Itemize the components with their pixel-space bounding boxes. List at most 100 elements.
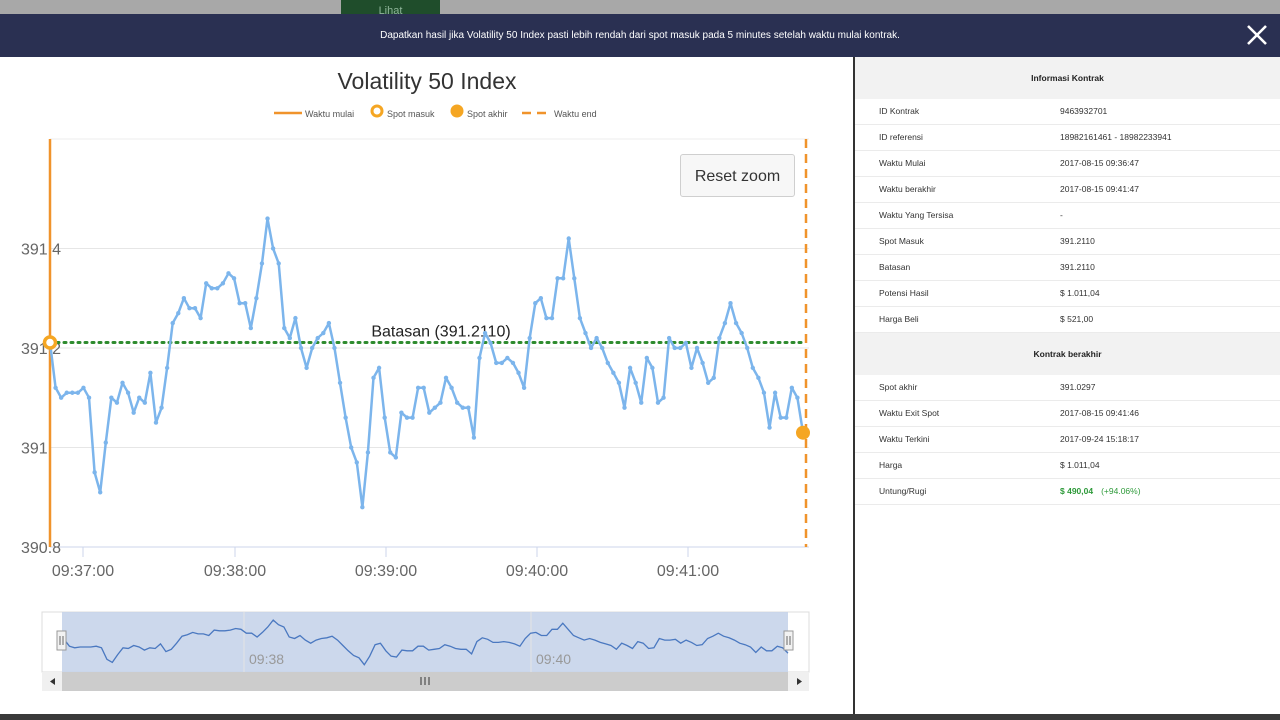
row-value: 2017-08-15 09:36:47: [1060, 158, 1139, 168]
table-row: Spot akhir 391.0297: [855, 375, 1280, 401]
navigator-right-handle[interactable]: [783, 630, 794, 651]
series-point: [103, 440, 108, 445]
series-point: [789, 385, 795, 390]
legend-label: Waktu end: [554, 109, 597, 119]
series-point: [421, 385, 426, 390]
legend-item-entry-spot[interactable]: Spot masuk: [370, 104, 435, 119]
modal-header: Dapatkan hasil jika Volatility 50 Index …: [0, 14, 1280, 57]
series-point: [276, 261, 281, 266]
background-strip: [0, 0, 1280, 14]
row-value: 391.0297: [1060, 382, 1096, 392]
row-label: Batasan: [879, 262, 911, 272]
series-point: [321, 330, 326, 336]
series-point: [494, 360, 499, 366]
navigator[interactable]: 09:38 09:40: [41, 611, 810, 691]
section-title-contract-ended: Kontrak berakhir: [855, 333, 1280, 375]
row-value: $ 490,04 (+94.06%): [1060, 479, 1141, 504]
dot-icon: [450, 104, 464, 118]
series-point: [471, 435, 477, 440]
series-point: [454, 400, 460, 405]
contract-info-table: ID Kontrak 9463932701 ID referensi 18982161…: [855, 99, 1280, 333]
series-point: [415, 385, 421, 390]
series-point: [309, 345, 315, 351]
x-tick-label: 09:40:00: [506, 563, 568, 580]
series-point: [689, 365, 694, 371]
row-label: Harga: [879, 460, 903, 470]
legend-item-end-time[interactable]: Waktu end: [522, 109, 597, 119]
x-tick-label: 09:39:00: [355, 563, 417, 580]
series-point: [376, 365, 382, 371]
table-row: ID referensi 18982161461 - 18982233941: [855, 125, 1280, 151]
row-label: Waktu Terkini: [879, 434, 930, 444]
series-point: [733, 320, 739, 326]
series-point: [622, 405, 627, 410]
row-value: $ 1.011,04: [1060, 460, 1100, 470]
navigator-left-handle[interactable]: [56, 630, 67, 651]
legend-item-start-time[interactable]: Waktu mulai: [274, 109, 354, 119]
series-point: [64, 390, 69, 395]
row-label: ID Kontrak: [879, 106, 920, 116]
row-value: 2017-09-24 15:18:17: [1060, 434, 1139, 444]
series-point: [722, 320, 728, 326]
series-point: [164, 365, 170, 371]
table-row: Waktu Yang Tersisa -: [855, 203, 1280, 229]
series-point: [639, 400, 644, 405]
legend-label: Spot masuk: [387, 109, 435, 119]
series-point: [627, 365, 633, 371]
series-point: [427, 410, 432, 415]
series-point: [382, 415, 387, 420]
series-point: [655, 400, 661, 405]
row-label: Waktu Mulai: [879, 158, 926, 168]
chart-legend: Waktu mulai Spot masuk Spot akhir Waktu …: [274, 104, 597, 120]
series-point: [594, 335, 599, 341]
series-point: [388, 450, 393, 455]
series-point: [499, 360, 504, 366]
series-point: [466, 405, 471, 410]
table-row: Waktu Mulai 2017-08-15 09:36:47: [855, 151, 1280, 177]
series-point: [259, 261, 265, 266]
series-point: [410, 415, 415, 420]
section-title-contract-info: Informasi Kontrak: [855, 57, 1280, 99]
reset-zoom-button[interactable]: Reset zoom: [680, 154, 795, 197]
profit-percent: (+94.06%): [1101, 486, 1141, 496]
legend-label: Spot akhir: [467, 109, 508, 119]
series-point: [181, 296, 187, 301]
table-row: Harga Beli $ 521,00: [855, 307, 1280, 333]
row-value: $ 1.011,04: [1060, 288, 1100, 298]
series-point: [694, 345, 700, 351]
lihat-button[interactable]: Lihat: [341, 0, 440, 14]
contract-modal: Dapatkan hasil jika Volatility 50 Index …: [0, 14, 1280, 714]
series-point: [215, 286, 220, 291]
series-point: [399, 410, 404, 415]
row-value: 391.2110: [1060, 262, 1095, 272]
scroll-right-icon[interactable]: [797, 678, 802, 685]
series-point: [114, 400, 120, 405]
row-label: ID referensi: [879, 132, 923, 142]
series-point: [304, 365, 309, 371]
row-value: $ 521,00: [1060, 314, 1094, 324]
close-icon[interactable]: [1244, 22, 1270, 48]
series-point: [254, 296, 259, 301]
series-point: [549, 315, 555, 321]
series-point: [159, 405, 164, 410]
series-point: [683, 340, 689, 346]
series-point: [198, 315, 203, 321]
price-chart[interactable]: Volatility 50 Index Waktu mulai Spot mas…: [0, 57, 853, 714]
scroll-left-icon[interactable]: [50, 678, 55, 685]
series-point: [566, 236, 571, 241]
table-row: Waktu Terkini 2017-09-24 15:18:17: [855, 427, 1280, 453]
navigator-selection[interactable]: [62, 612, 788, 672]
y-tick-label: 390.8: [21, 540, 61, 557]
series-point: [784, 415, 789, 420]
price-series-line: [48, 217, 805, 509]
series-point: [588, 345, 594, 351]
series-point: [170, 320, 175, 326]
series-point: [533, 300, 538, 306]
row-label: Untung/Rugi: [879, 486, 927, 496]
legend-item-exit-spot[interactable]: Spot akhir: [450, 104, 508, 120]
series-point: [58, 395, 64, 400]
row-label: Harga Beli: [879, 314, 919, 324]
series-point: [393, 455, 399, 460]
series-point: [226, 271, 231, 276]
